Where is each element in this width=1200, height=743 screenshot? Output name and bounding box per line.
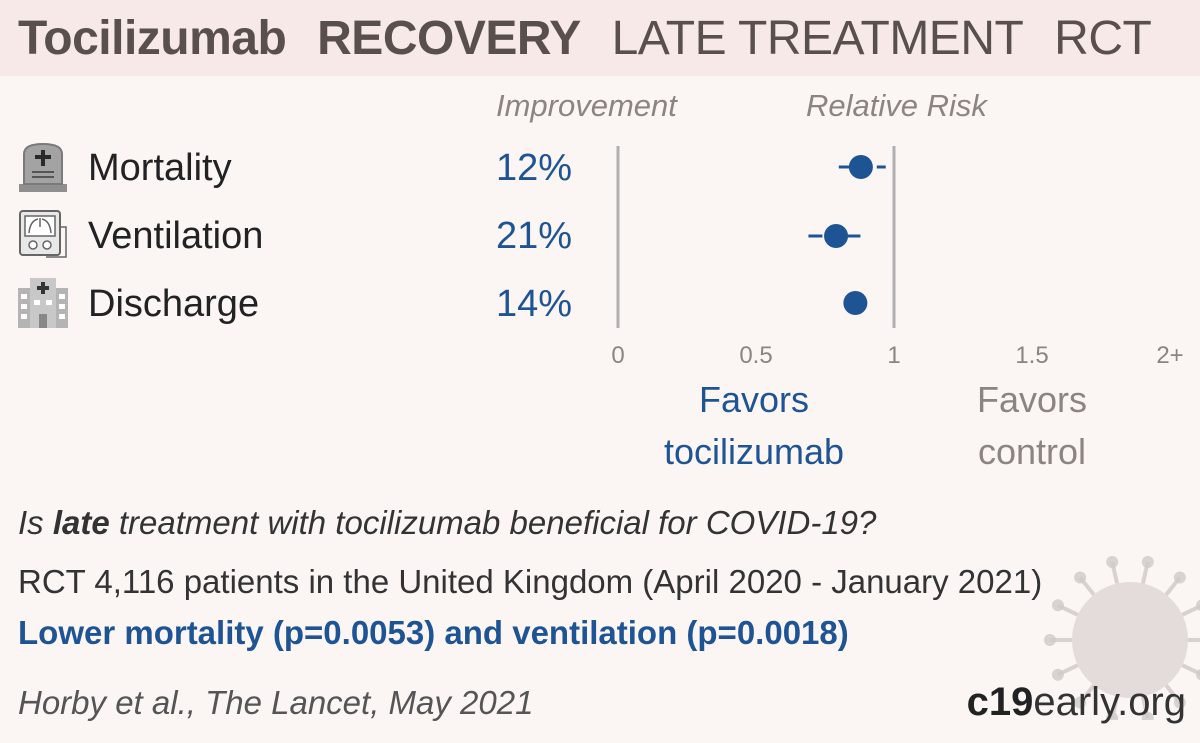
header-banner: Tocilizumab RECOVERY LATE TREATMENT RCT <box>0 0 1200 76</box>
relative-risk-column-header: Relative Risk <box>806 88 987 123</box>
x-tick-label: 0.5 <box>739 342 772 369</box>
brand-rest-part: early.org <box>1033 680 1186 724</box>
question-suffix: treatment with tocilizumab beneficial fo… <box>109 504 877 541</box>
hospital-icon <box>18 278 68 328</box>
x-tick-label: 1.5 <box>1015 342 1048 369</box>
improvement-column-header: Improvement <box>496 88 677 123</box>
tombstone-icon <box>19 142 67 192</box>
title-drug: Tocilizumab <box>18 12 287 65</box>
data-point-mortality <box>848 155 873 179</box>
virus-watermark-icon <box>1044 556 1200 720</box>
citation-text: Horby et al., The Lancet, May 2021 <box>18 684 534 721</box>
row-label-discharge: Discharge <box>88 283 260 325</box>
study-summary: RCT 4,116 patients in the United Kingdom… <box>18 563 1043 600</box>
title-study: RECOVERY <box>317 12 581 65</box>
improvement-discharge: 14% <box>496 283 573 325</box>
row-label-mortality: Mortality <box>88 147 232 189</box>
question-text: Is late treatment with tocilizumab benef… <box>18 504 876 542</box>
page-title: Tocilizumab RECOVERY LATE TREATMENT RCT <box>18 8 1169 70</box>
data-point-discharge <box>843 291 868 315</box>
title-design: RCT <box>1054 12 1152 65</box>
title-stage: LATE TREATMENT <box>611 12 1024 65</box>
relative-risk-forest-plot: 0 0.5 1 1.5 2+ <box>611 146 1184 369</box>
x-tick-label: 1 <box>887 342 900 369</box>
improvement-mortality: 12% <box>496 147 573 189</box>
row-label-ventilation: Ventilation <box>88 215 264 257</box>
question-emphasis: late <box>52 504 110 541</box>
question-prefix: Is <box>18 504 53 541</box>
favors-treatment-line2: tocilizumab <box>663 431 845 472</box>
data-point-ventilation <box>824 224 849 248</box>
x-tick-label: 2+ <box>1156 342 1183 369</box>
favors-control-line2: control <box>977 431 1087 472</box>
conclusion-text: Lower mortality (p=0.0053) and ventilati… <box>18 614 849 651</box>
favors-treatment-line1: Favors <box>698 379 810 420</box>
ventilator-icon <box>19 210 67 258</box>
favors-control-label: Favors control <box>912 374 1152 478</box>
favors-control-line1: Favors <box>976 379 1088 420</box>
brand-logo: c19early.org <box>967 680 1186 725</box>
favors-treatment-label: Favors tocilizumab <box>634 374 874 478</box>
x-tick-label: 0 <box>611 342 624 369</box>
brand-bold-part: c19 <box>966 680 1034 724</box>
improvement-ventilation: 21% <box>496 215 573 257</box>
